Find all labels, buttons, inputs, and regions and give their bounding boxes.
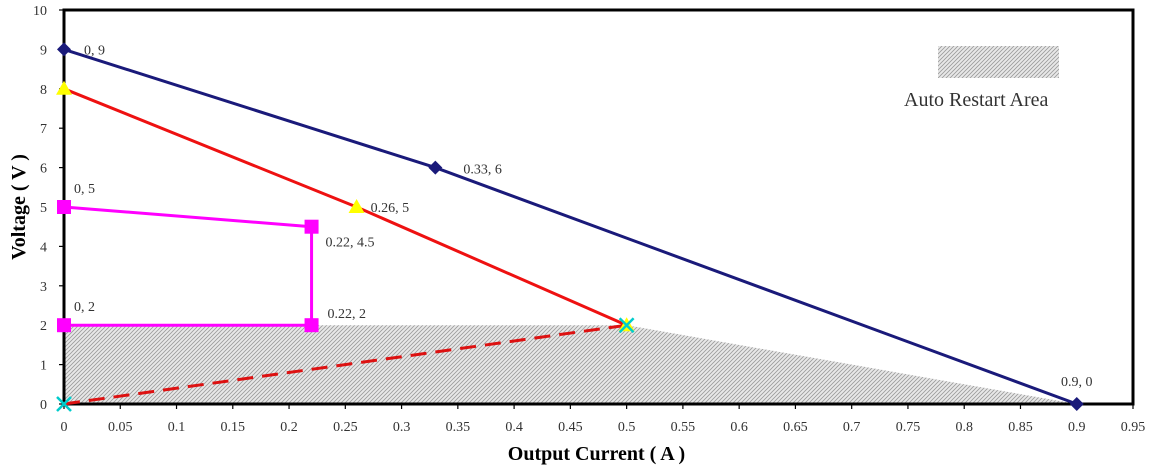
x-tick-label-0-75: 0.75 <box>896 420 921 435</box>
label-0-9-0: 0.9, 0 <box>1061 375 1093 390</box>
series-3-point-4 <box>57 318 71 333</box>
y-tick-label-8: 8 <box>40 83 47 98</box>
series-2-point-2 <box>348 199 365 213</box>
series-1-point-1 <box>57 42 71 57</box>
auto-restart-area <box>64 325 1077 404</box>
x-tick-label-0-45: 0.45 <box>558 420 583 435</box>
series-3-line <box>63 205 314 327</box>
legend-label: Auto Restart Area <box>904 89 1049 111</box>
label-0-2: 0, 2 <box>74 300 95 315</box>
y-tick-label-0: 0 <box>40 398 47 413</box>
y-tick-label-9: 9 <box>40 43 47 58</box>
x-tick-label-0-7: 0.7 <box>843 420 861 435</box>
x-axis-title: Output Current ( A ) <box>508 443 685 465</box>
y-tick-label-4: 4 <box>40 240 47 255</box>
series-1-point-3 <box>1069 397 1084 411</box>
x-tick-label-0-4: 0.4 <box>505 420 523 435</box>
point-labels: 0, 9 0.33, 6 0.9, 0 0.26, 5 0, 5 0.22, 4.5 0.2… <box>74 43 1092 390</box>
series-2-point-1 <box>56 80 72 95</box>
series-3-point-1 <box>57 200 71 214</box>
auto-restart-shaded-region <box>64 325 1077 404</box>
x-tick-label-0-6: 0.6 <box>730 420 748 435</box>
y-tick-label-7: 7 <box>40 122 47 137</box>
series-3-point-2 <box>304 219 319 234</box>
x-tick-label-0-1: 0.1 <box>168 420 186 435</box>
legend-swatch <box>938 46 1059 78</box>
label-0-5: 0, 5 <box>74 182 95 197</box>
x-tick-label-0-9: 0.9 <box>1068 420 1086 435</box>
legend: Auto Restart Area <box>904 46 1059 111</box>
x-tick-label-0-25: 0.25 <box>333 420 358 435</box>
x-tick-label-0-95: 0.95 <box>1121 420 1146 435</box>
series-4-point-2 <box>618 317 635 334</box>
y-tick-label-3: 3 <box>40 280 47 295</box>
series-4-point-1 <box>56 396 72 412</box>
x-tick-label-0-3: 0.3 <box>393 420 411 435</box>
y-tick-label-2: 2 <box>40 319 47 334</box>
y-tick-label-10: 10 <box>33 4 47 19</box>
x-tick-label-0-15: 0.15 <box>221 420 246 435</box>
label-0-22-2: 0.22, 2 <box>328 307 367 322</box>
label-0-33-6: 0.33, 6 <box>463 163 502 178</box>
x-tick-label-0: 0 <box>61 420 68 435</box>
series-1-point-2 <box>428 160 443 175</box>
label-0-22-4-5: 0.22, 4.5 <box>326 236 375 251</box>
y-axis-title: Voltage ( V ) <box>8 154 30 260</box>
y-tick-label-1: 1 <box>40 359 47 374</box>
x-tick-label-0-55: 0.55 <box>671 420 696 435</box>
x-tick-label-0-85: 0.85 <box>1008 420 1033 435</box>
series-3-point-3 <box>304 318 319 333</box>
series-4-line <box>63 323 627 406</box>
axis-ticks: 0 0.05 0.1 0.15 0.2 0.25 0.3 0.35 0.4 0.45 0.5 0.55… <box>33 4 1145 435</box>
x-tick-label-0-2: 0.2 <box>280 420 298 435</box>
x-tick-label-0-35: 0.35 <box>446 420 471 435</box>
y-tick-label-5: 5 <box>40 201 47 216</box>
label-0-26-5: 0.26, 5 <box>371 201 410 216</box>
label-0-9: 0, 9 <box>84 43 105 58</box>
x-tick-label-0-05: 0.05 <box>108 420 133 435</box>
y-tick-label-6: 6 <box>40 162 47 177</box>
series-markers <box>56 42 1084 412</box>
x-tick-label-0-65: 0.65 <box>783 420 808 435</box>
x-tick-label-0-5: 0.5 <box>618 420 636 435</box>
x-tick-label-0-8: 0.8 <box>955 420 973 435</box>
